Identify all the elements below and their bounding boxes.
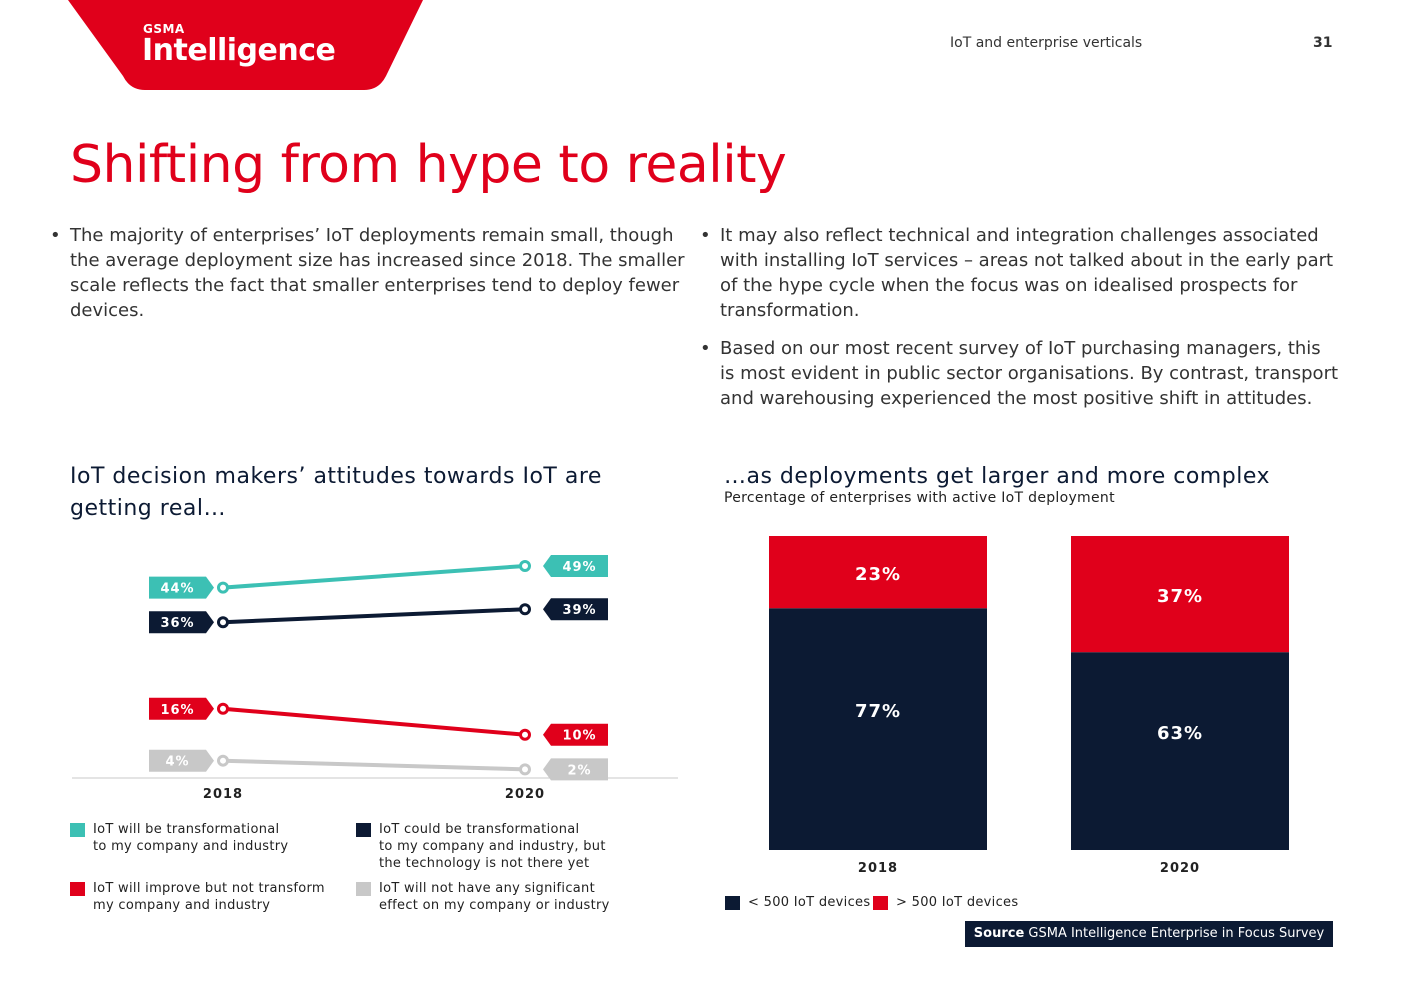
legend-swatch-navy — [356, 823, 371, 837]
data-label-tag — [543, 758, 608, 781]
data-point — [217, 581, 229, 594]
x-tick-label: 2020 — [505, 787, 545, 802]
section-label: IoT and enterprise verticals — [950, 35, 1143, 51]
bar-value-label: 63% — [1157, 723, 1203, 744]
legend-text: < 500 IoT devices — [748, 895, 871, 910]
legend-text: > 500 IoT devices — [896, 895, 1019, 910]
data-label: 16% — [160, 703, 194, 718]
data-label: 10% — [562, 729, 596, 744]
bullet-3-text: Based on our most recent survey of IoT p… — [720, 338, 1339, 409]
bar-value-label: 37% — [1157, 586, 1203, 607]
data-label: 4% — [165, 755, 189, 770]
bullet-2-text: It may also reflect technical and integr… — [720, 225, 1334, 321]
legend-swatch-teal — [70, 823, 85, 837]
legend-item-over-500: > 500 IoT devices — [873, 894, 1019, 911]
legend-text: IoT could be transformational — [379, 822, 580, 837]
bar-segment — [1071, 536, 1289, 653]
page-title: Shifting from hype to reality — [70, 135, 787, 195]
legend-item-under-500: < 500 IoT devices — [725, 894, 871, 911]
series-line — [222, 607, 526, 625]
data-label-tag — [149, 697, 214, 720]
series-line — [222, 758, 526, 772]
page-number: 31 — [1313, 35, 1333, 51]
bar-chart-subtitle: Percentage of enterprises with active Io… — [724, 490, 1115, 506]
legend-swatch-red — [873, 896, 888, 910]
bar-segment — [1071, 652, 1289, 850]
source-box: Source GSMA Intelligence Enterprise in F… — [965, 921, 1333, 947]
data-label-tag — [149, 576, 214, 599]
data-label-tag — [149, 749, 214, 772]
x-tick-label: 2018 — [203, 787, 243, 802]
data-label: 49% — [562, 560, 596, 575]
data-point — [519, 728, 531, 741]
legend-swatch-navy — [725, 896, 740, 910]
legend-text: IoT will improve but not transform — [93, 881, 325, 896]
data-point — [519, 763, 531, 776]
legend-text: my company and industry — [93, 898, 271, 913]
legend-item-transformational: IoT will be transformational to my compa… — [70, 821, 289, 855]
data-point — [217, 702, 229, 715]
bar-chart: 77% 23% 2018 63% 37% 2020 — [769, 536, 1289, 876]
bar-value-label: 77% — [855, 701, 901, 722]
legend-text: IoT will not have any significant — [379, 881, 595, 896]
legend-text: the technology is not there yet — [379, 856, 590, 871]
legend-item-could-be: IoT could be transformational to my comp… — [356, 821, 606, 872]
series-line — [222, 706, 526, 737]
legend-text: IoT will be transformational — [93, 822, 280, 837]
series-line — [222, 563, 526, 590]
data-point — [519, 559, 531, 572]
source-text: GSMA Intelligence Enterprise in Focus Su… — [1028, 926, 1325, 941]
line-chart-title: IoT decision makers’ attitudes towards I… — [70, 464, 602, 521]
data-label: 44% — [160, 582, 194, 597]
logo-gsma-text: GSMA — [143, 22, 185, 36]
legend-item-improve: IoT will improve but not transform my co… — [70, 880, 325, 914]
bar-segment — [769, 608, 987, 850]
bar-chart-title: …as deployments get larger and more comp… — [724, 464, 1270, 489]
logo-intelligence-text: Intelligence — [142, 33, 336, 68]
source-label: Source — [973, 926, 1025, 941]
line-chart: 2018 2020 44% 49% 36% 39% 16% 10% 4% 2% — [72, 554, 678, 802]
bar-segment — [769, 536, 987, 609]
bullet-1: • The majority of enterprises’ IoT deploy… — [50, 225, 685, 321]
bullet-1-text: The majority of enterprises’ IoT deploym… — [70, 225, 685, 321]
bar-value-label: 23% — [855, 564, 901, 585]
data-label-tag — [149, 611, 214, 634]
x-tick-label: 2018 — [858, 861, 898, 876]
data-point — [217, 616, 229, 629]
legend-text: effect on my company or industry — [379, 898, 610, 913]
data-point — [217, 754, 229, 767]
data-label-tag — [543, 723, 608, 746]
data-label-tag — [543, 598, 608, 621]
bullet-3: • Based on our most recent survey of IoT … — [700, 338, 1339, 409]
data-label: 2% — [567, 763, 591, 778]
legend-text: to my company and industry, but — [379, 839, 606, 854]
bullet-2: • It may also reflect technical and integ… — [700, 225, 1334, 321]
data-label-tag — [543, 554, 608, 577]
logo-tab — [68, 0, 423, 90]
x-tick-label: 2020 — [1160, 861, 1200, 876]
data-point — [519, 603, 531, 616]
legend-item-no-effect: IoT will not have any significant effect… — [356, 880, 610, 914]
data-label: 36% — [160, 616, 194, 631]
legend-swatch-grey — [356, 882, 371, 896]
legend-swatch-red — [70, 882, 85, 896]
legend-text: to my company and industry — [93, 839, 289, 854]
data-label: 39% — [562, 603, 596, 618]
